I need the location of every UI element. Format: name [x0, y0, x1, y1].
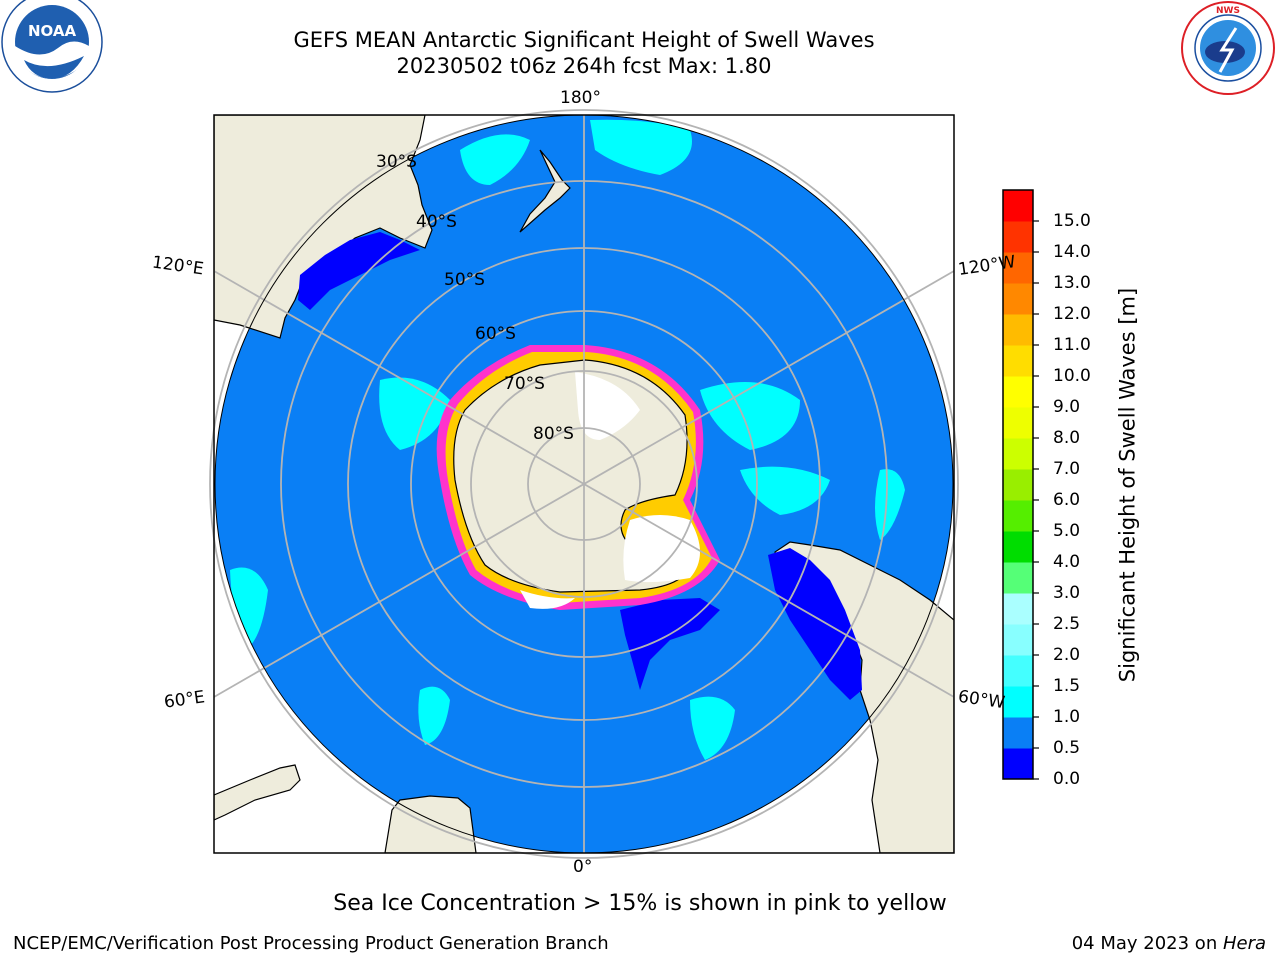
lat-label-60s: 60°S — [475, 324, 516, 344]
lat-label-70s: 70°S — [504, 374, 545, 394]
colorbar-swatch — [1003, 624, 1033, 656]
map-frame — [213, 114, 955, 854]
swell-patch — [590, 119, 692, 175]
colorbar-tick-label: 2.0 — [1053, 645, 1081, 665]
colorbar-swatch — [1003, 593, 1033, 625]
chart-subtitle: 20230502 t06z 264h fcst Max: 1.80 — [396, 54, 772, 78]
colorbar-tick-label: 8.0 — [1053, 428, 1081, 448]
colorbar-tick-label: 7.0 — [1053, 459, 1081, 479]
swell-patch — [690, 696, 735, 760]
colorbar-tick-label: 1.0 — [1053, 707, 1081, 727]
colorbar-tick-label: 0.5 — [1053, 738, 1081, 758]
svg-text:NOAA: NOAA — [28, 22, 77, 40]
ice-shelf — [575, 372, 640, 440]
sea-ice-note: Sea Ice Concentration > 15% is shown in … — [333, 891, 947, 916]
colorbar-frame — [1002, 189, 1034, 780]
colorbar-tick-label: 6.0 — [1053, 490, 1081, 510]
swell-patch — [379, 377, 450, 450]
colorbar-tick-label: 3.0 — [1053, 583, 1081, 603]
colorbar-tick-label: 0.0 — [1053, 769, 1081, 789]
footer-date: 04 May 2023 on Hera — [1072, 933, 1266, 954]
madagascar-landmass — [214, 764, 301, 821]
colorbar-swatch — [1003, 438, 1033, 470]
footer-date-text: 04 May 2023 on — [1071, 933, 1223, 954]
lon-label-0: 0° — [573, 857, 593, 877]
colorbar-tick-label: 15.0 — [1053, 211, 1091, 231]
colorbar-swatch — [1003, 500, 1033, 532]
colorbar-tick-label: 4.0 — [1053, 552, 1081, 572]
colorbar-tick-label: 11.0 — [1053, 335, 1091, 355]
swell-patch — [418, 686, 450, 745]
footer-host: Hera — [1222, 933, 1266, 954]
colorbar-swatch — [1003, 531, 1033, 563]
low-swell-region — [620, 598, 720, 690]
noaa-logo: NOAA — [1, 0, 103, 93]
svg-text:NWS: NWS — [1216, 6, 1240, 16]
colorbar-swatch — [1003, 190, 1033, 222]
swell-patch — [700, 382, 800, 450]
lat-label-40s: 40°S — [416, 212, 457, 232]
swell-patch — [460, 134, 530, 185]
new-zealand-landmass — [519, 149, 571, 233]
colorbar-swatch — [1003, 252, 1033, 284]
colorbar-label: Significant Height of Swell Waves [m] — [1115, 287, 1140, 683]
chart-title: GEFS MEAN Antarctic Significant Height o… — [293, 28, 875, 52]
lat-label-30s: 30°S — [376, 152, 417, 172]
colorbar-swatch — [1003, 562, 1033, 594]
colorbar-swatch — [1003, 314, 1033, 346]
colorbar-tick-label: 5.0 — [1053, 521, 1081, 541]
lat-label-80s: 80°S — [533, 424, 574, 444]
ice-shelf — [623, 515, 700, 583]
footer-credit: NCEP/EMC/Verification Post Processing Pr… — [13, 933, 609, 954]
colorbar-tick-label: 14.0 — [1053, 242, 1091, 262]
colorbar-tick-label: 1.5 — [1053, 676, 1081, 696]
colorbar-tick-label: 12.0 — [1053, 304, 1091, 324]
colorbar-tick-label: 13.0 — [1053, 273, 1091, 293]
ice-shelf — [520, 590, 575, 609]
lon-label-180: 180° — [560, 88, 601, 108]
colorbar-swatch — [1003, 655, 1033, 687]
colorbar-tick-label: 9.0 — [1053, 397, 1081, 417]
colorbar-swatch — [1003, 345, 1033, 377]
nws-logo: NWS — [1181, 1, 1275, 95]
swell-patch — [740, 466, 830, 515]
swell-patch — [875, 469, 905, 540]
lat-label-50s: 50°S — [444, 270, 485, 290]
colorbar-swatch — [1003, 717, 1033, 749]
colorbar-swatch — [1003, 686, 1033, 718]
colorbar — [1002, 189, 1039, 780]
colorbar-swatch — [1003, 469, 1033, 501]
graticule — [209, 109, 959, 859]
colorbar-tick-label: 2.5 — [1053, 614, 1081, 634]
colorbar-tick-label: 10.0 — [1053, 366, 1091, 386]
colorbar-swatch — [1003, 407, 1033, 439]
low-swell-region — [768, 548, 862, 700]
colorbar-swatch — [1003, 283, 1033, 315]
colorbar-swatch — [1003, 221, 1033, 253]
colorbar-swatch — [1003, 376, 1033, 408]
colorbar-swatch — [1003, 748, 1033, 780]
